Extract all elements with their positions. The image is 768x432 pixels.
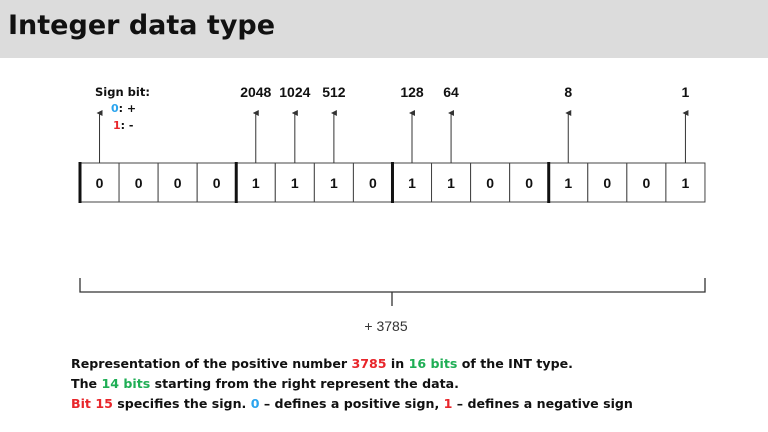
caption-line-3: Bit 15 specifies the sign. 0 – defines a…: [71, 396, 633, 411]
bit-cell: [391, 162, 433, 203]
header-bar: Integer data type: [0, 0, 768, 58]
weight-label: 1: [682, 84, 690, 100]
weight-label: 128: [400, 84, 424, 100]
bit-cell: [352, 162, 393, 203]
bit-value: 0: [135, 175, 143, 191]
bit-value: 0: [96, 175, 104, 191]
bit-value: 0: [603, 175, 611, 191]
bit-cell: [118, 162, 159, 203]
page-title: Integer data type: [8, 10, 276, 41]
sign-zero-meaning: : +: [118, 102, 137, 115]
bit-value: 0: [642, 175, 650, 191]
bit-value: 0: [486, 175, 494, 191]
sign-bit-label: Sign bit:: [95, 85, 150, 99]
caption: Representation of the positive number 37…: [71, 354, 633, 414]
weight-label: 512: [322, 84, 346, 100]
bit-cell: [665, 162, 706, 203]
bit-value: 1: [682, 175, 690, 191]
weight-label: 8: [564, 84, 572, 100]
total-value: + 3785: [364, 318, 407, 334]
bit-cell: [313, 162, 354, 203]
weight-label: 64: [443, 84, 459, 100]
bit-value: 1: [408, 175, 416, 191]
sign-zero: 0: [111, 102, 119, 115]
weight-label: 1024: [279, 84, 310, 100]
sign-zero-legend: 0: +: [111, 102, 136, 115]
bit-cell: [79, 162, 120, 203]
bit-cell: [509, 162, 550, 203]
bit-value: 1: [564, 175, 572, 191]
brace: [79, 278, 706, 306]
bit-value: 1: [447, 175, 455, 191]
bit-value: 1: [291, 175, 299, 191]
caption-line-2: The 14 bits starting from the right repr…: [71, 376, 459, 391]
bit-cell: [587, 162, 628, 203]
bit-value: 0: [369, 175, 377, 191]
caption-line-1: Representation of the positive number 37…: [71, 356, 573, 371]
sign-one-legend: 1: -: [113, 119, 133, 132]
bit-cell: [626, 162, 667, 203]
weight-label: 2048: [240, 84, 271, 100]
sign-one-meaning: : -: [120, 119, 134, 132]
sign-one: 1: [113, 119, 121, 132]
bit-cell: [157, 162, 198, 203]
bit-value: 1: [252, 175, 260, 191]
bit-value: 1: [330, 175, 338, 191]
bit-value: 0: [213, 175, 221, 191]
bit-value: 0: [174, 175, 182, 191]
bit-value: 0: [525, 175, 533, 191]
